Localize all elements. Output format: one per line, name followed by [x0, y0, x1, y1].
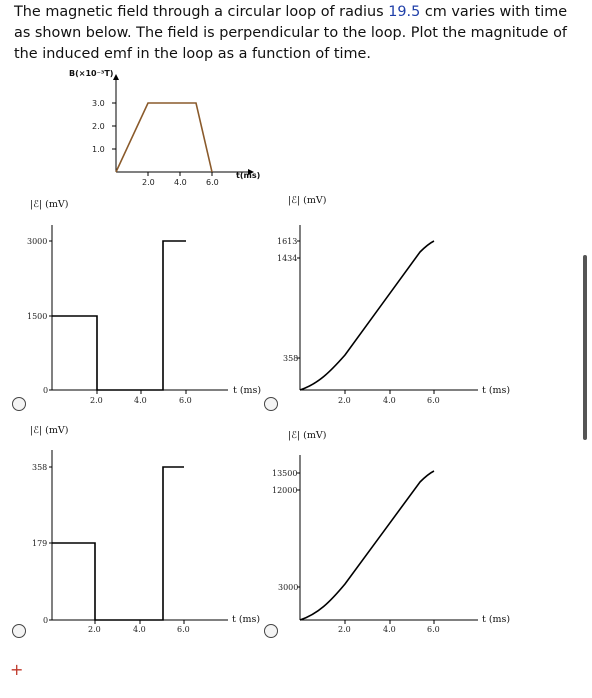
option-a-ytick-label: 1500 [27, 312, 47, 321]
option-a-ytick-label: 0 [43, 386, 48, 395]
option-b-xtick-label: 6.0 [427, 396, 440, 405]
option-d-graph: |ℰ| (mV) 13500 12000 3000 2.0 4.0 6.0 t … [272, 430, 510, 634]
option-d-ytick-label: 13500 [272, 469, 297, 478]
option-c-curve [52, 466, 184, 621]
option-d-xtick-label: 6.0 [427, 625, 440, 634]
option-a-curve [52, 240, 186, 391]
option-c-xtick-label: 6.0 [177, 625, 190, 634]
given-xtick-label-6: 6.0 [206, 178, 219, 187]
option-b-graph: |ℰ| (mV) 1613 1434 358 2.0 4.0 6.0 t (ms… [277, 195, 510, 405]
given-ytick-label-2: 2.0 [92, 122, 105, 131]
option-c-ylabel: |ℰ| (mV) [30, 425, 68, 436]
option-a-xtick-label: 6.0 [179, 396, 192, 405]
given-y-arrow [113, 74, 119, 80]
scrollbar[interactable] [583, 255, 587, 440]
add-icon[interactable]: + [10, 660, 24, 679]
option-d-xtick-label: 2.0 [338, 625, 351, 634]
option-b-xtick-label: 2.0 [338, 396, 351, 405]
option-d-ytick-label: 3000 [278, 583, 298, 592]
option-c-radio[interactable] [12, 624, 26, 638]
option-b-xlabel: t (ms) [482, 385, 510, 396]
question-text: The magnetic field through a circular lo… [14, 2, 574, 65]
option-a-ylabel: |ℰ| (mV) [30, 199, 68, 210]
question-part2: cm varies with time as shown below. The … [14, 4, 568, 62]
option-a-radio[interactable] [12, 397, 26, 411]
option-d-ytick-label: 12000 [272, 486, 297, 495]
option-c-ytick-label: 0 [43, 616, 48, 625]
given-xtick-label-4: 4.0 [174, 178, 187, 187]
option-c-ytick-label: 358 [32, 463, 47, 472]
given-graph: B(×10⁻³T) t(ms) 3.0 2.0 1.0 2.0 4.0 6.0 [69, 69, 260, 187]
option-b-ytick-label: 358 [283, 354, 298, 363]
option-b-xtick-label: 4.0 [383, 396, 396, 405]
option-d-radio[interactable] [264, 624, 278, 638]
given-b-curve [115, 102, 213, 173]
option-a-graph: |ℰ| (mV) 3000 1500 0 2.0 4.0 6.0 t (ms) [27, 199, 261, 405]
given-ytick-label-1: 1.0 [92, 145, 105, 154]
option-a-ytick-label: 3000 [27, 237, 47, 246]
given-x-arrow [248, 169, 254, 175]
option-a-xtick-label: 2.0 [90, 396, 103, 405]
option-a-xtick-label: 4.0 [134, 396, 147, 405]
given-xlabel: t(ms) [236, 171, 260, 180]
option-b-ytick-label: 1613 [277, 237, 297, 246]
option-d-curve [299, 470, 435, 621]
given-ytick-label-3: 3.0 [92, 99, 105, 108]
radius-value: 19.5 [388, 4, 421, 20]
option-a-xlabel: t (ms) [233, 385, 261, 396]
option-d-xtick-label: 4.0 [383, 625, 396, 634]
option-b-ylabel: |ℰ| (mV) [288, 195, 326, 206]
option-c-ytick-label: 179 [32, 539, 47, 548]
option-c-xtick-label: 4.0 [133, 625, 146, 634]
question-part1: The magnetic field through a circular lo… [14, 4, 389, 20]
given-xtick-label-2: 2.0 [142, 178, 155, 187]
given-ylabel: B(×10⁻³T) [69, 69, 113, 78]
option-c-xtick-label: 2.0 [88, 625, 101, 634]
option-b-curve [299, 240, 435, 391]
option-c-graph: |ℰ| (mV) 358 179 0 2.0 4.0 6.0 t (ms) [30, 425, 260, 634]
option-d-ylabel: |ℰ| (mV) [288, 430, 326, 441]
option-d-xlabel: t (ms) [482, 614, 510, 625]
option-c-xlabel: t (ms) [232, 614, 260, 625]
option-b-ytick-label: 1434 [277, 254, 297, 263]
option-b-radio[interactable] [264, 397, 278, 411]
